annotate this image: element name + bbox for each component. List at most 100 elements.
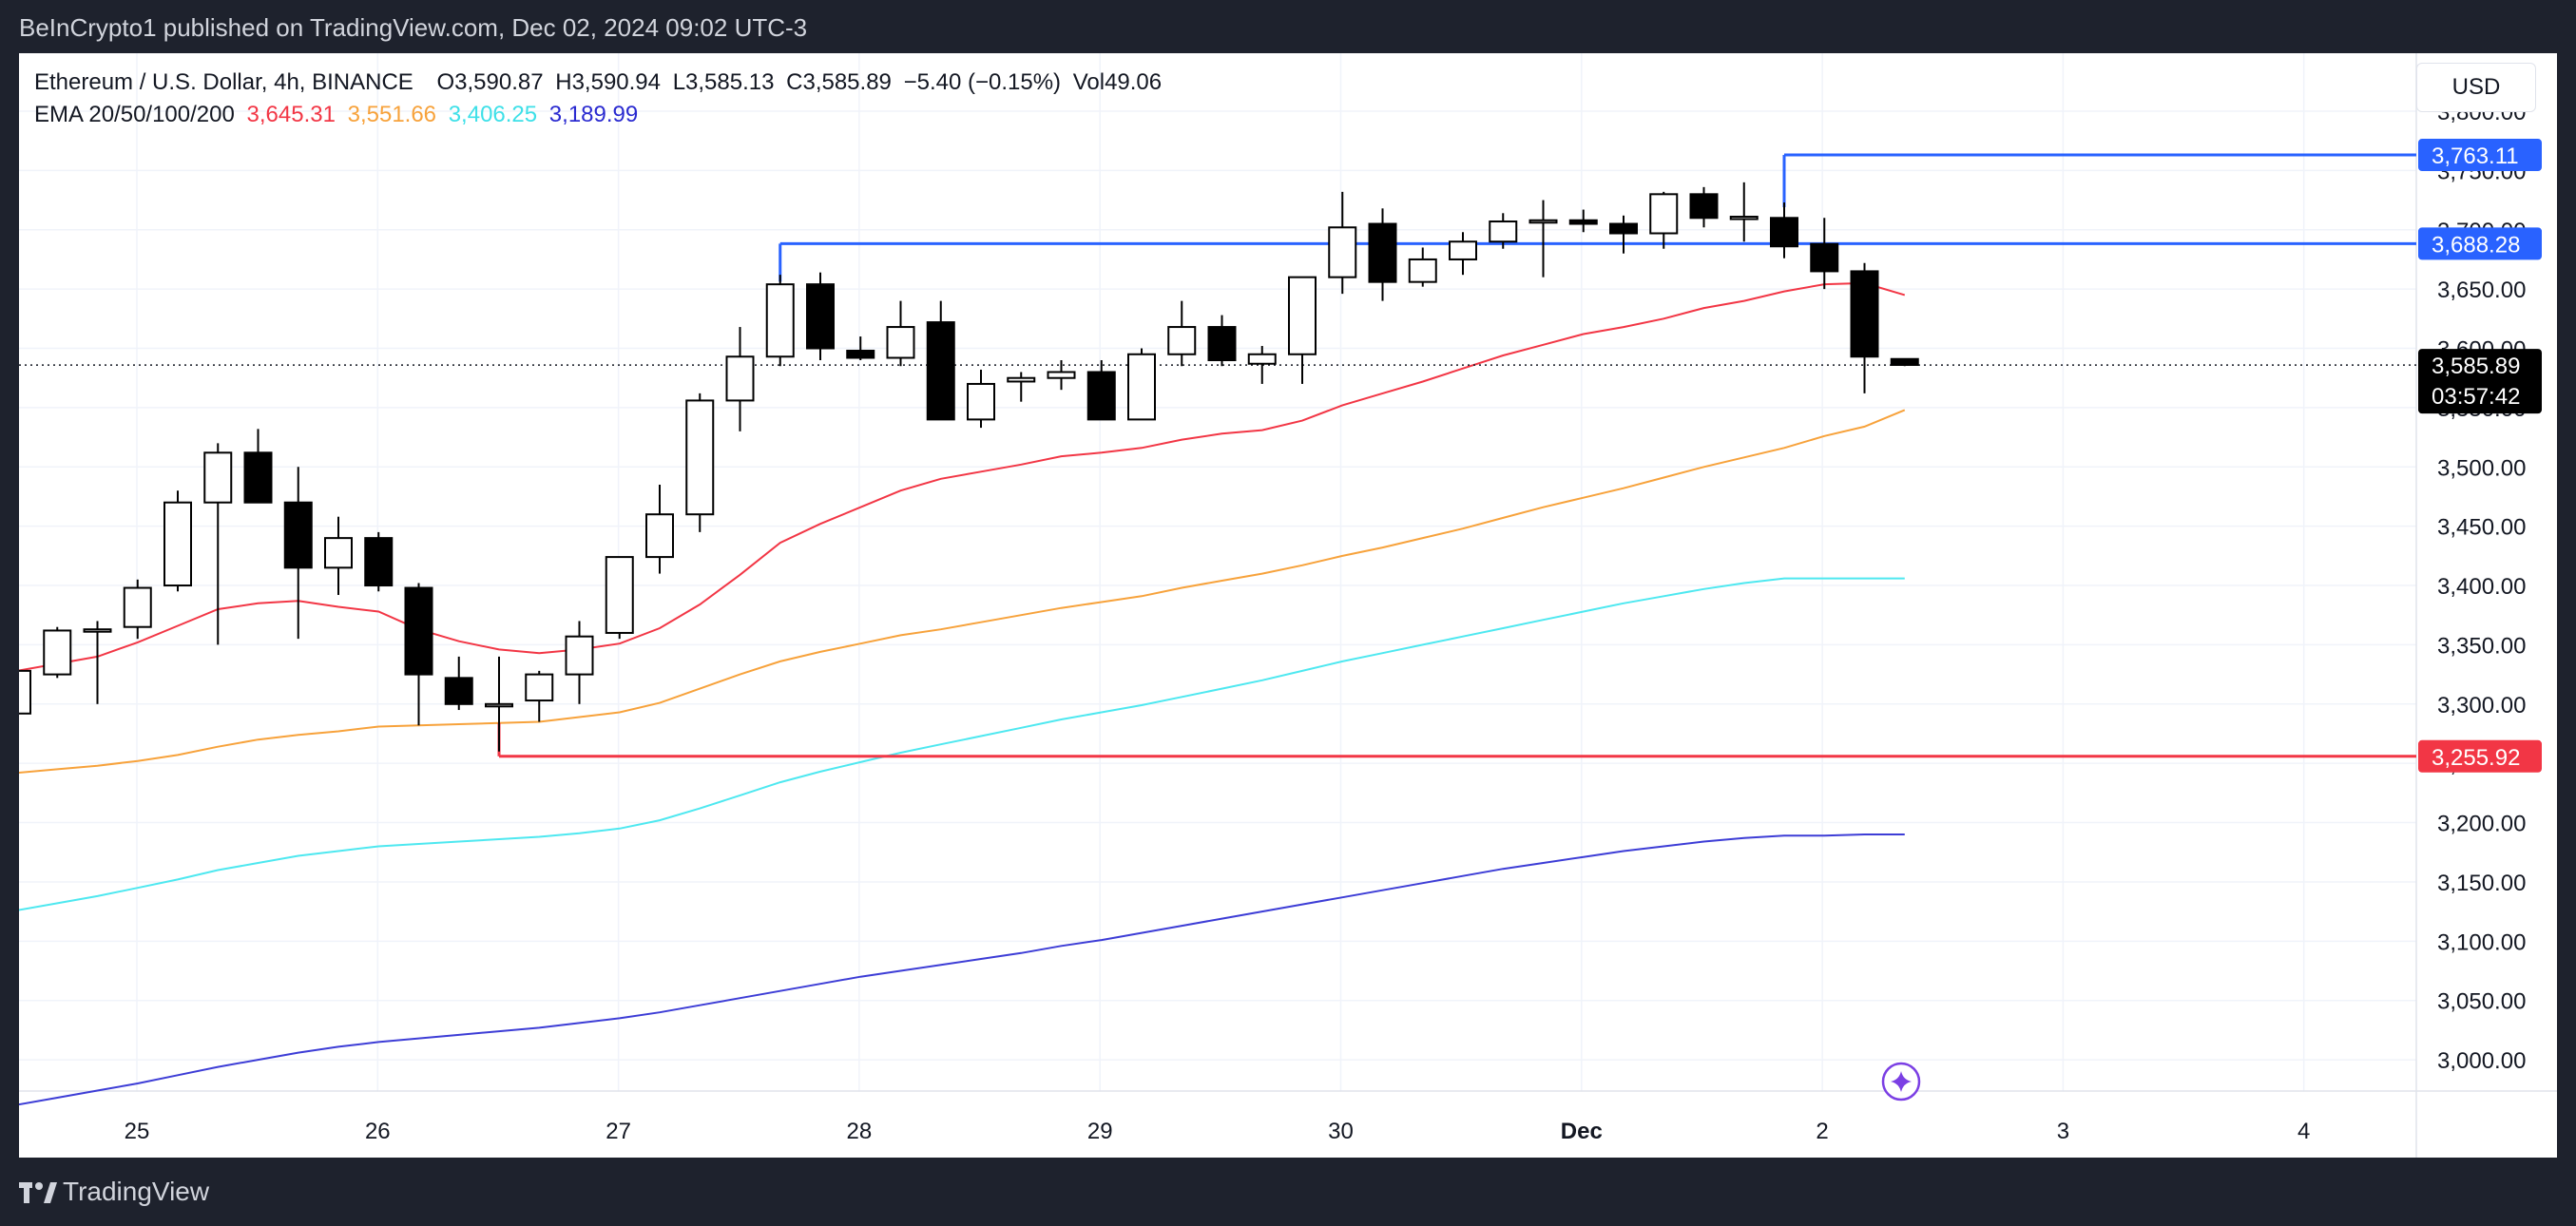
candle-body[interactable] <box>485 702 513 708</box>
time-tick-label: 26 <box>365 1119 391 1144</box>
candle-body[interactable] <box>1449 240 1477 260</box>
price-tick-label: 3,350.00 <box>2437 633 2526 659</box>
level-price-badge <box>2418 227 2542 260</box>
candle-body[interactable] <box>1528 219 1558 224</box>
candle-body[interactable] <box>806 283 835 350</box>
price-tick-label: 3,450.00 <box>2437 515 2526 541</box>
candle-body[interactable] <box>886 326 915 359</box>
candle-body[interactable] <box>926 321 955 421</box>
candle-body[interactable] <box>1609 222 1638 235</box>
candle-body[interactable] <box>243 451 273 504</box>
low-value: L3,585.13 <box>672 69 775 95</box>
candle-body[interactable] <box>1328 226 1357 278</box>
ema50-line <box>19 409 1906 775</box>
ema20-line <box>19 281 1906 672</box>
candle-body[interactable] <box>1810 242 1839 273</box>
candle-body[interactable] <box>846 350 875 359</box>
candle-body[interactable] <box>1368 222 1397 283</box>
candle-body[interactable] <box>1007 376 1036 383</box>
candle-body[interactable] <box>1649 193 1679 235</box>
time-tick-label: 29 <box>1087 1119 1113 1144</box>
candle-body[interactable] <box>1689 193 1719 220</box>
ema-label[interactable]: EMA 20/50/100/200 <box>34 102 235 127</box>
currency-button[interactable]: USD <box>2416 63 2536 112</box>
candle-body[interactable] <box>1489 220 1518 243</box>
candle-body[interactable] <box>525 673 554 702</box>
candle-body[interactable] <box>1770 217 1798 248</box>
candle-body[interactable] <box>83 628 112 633</box>
chart-area[interactable]: 3,000.00 3,050.00 3,100.00 3,150.00 3,200.00… <box>19 53 2557 1158</box>
published-by-text: BeInCrypto1 published on TradingView.com… <box>19 13 808 42</box>
candlestick-chart[interactable]: 3,000.00 3,050.00 3,100.00 3,150.00 3,200.00… <box>19 53 2557 1158</box>
price-tick-label: 3,150.00 <box>2437 871 2526 896</box>
candle-body[interactable] <box>1167 326 1197 355</box>
candle-body[interactable] <box>1247 353 1277 365</box>
ema50-value: 3,551.66 <box>347 102 437 127</box>
footer-bar: TradingView <box>0 1158 2576 1226</box>
legend-row-symbol: Ethereum / U.S. Dollar, 4h, BINANCE O3,5… <box>34 67 1167 99</box>
candle-body[interactable] <box>725 355 755 402</box>
tradingview-logo-icon <box>19 1182 57 1203</box>
candle-body[interactable] <box>364 537 394 587</box>
level-price-label: 3,763.11 <box>2432 144 2519 169</box>
ema200-value: 3,189.99 <box>548 102 639 127</box>
high-value: H3,590.94 <box>555 69 662 95</box>
top-bar: BeInCrypto1 published on TradingView.com… <box>0 0 2576 53</box>
candle-body[interactable] <box>19 669 31 715</box>
candle-body[interactable] <box>1890 357 1919 366</box>
sparkle-star <box>1891 1071 1912 1092</box>
candle-body[interactable] <box>283 501 313 569</box>
time-tick-label: 2 <box>1816 1119 1828 1144</box>
candle-body[interactable] <box>324 537 353 569</box>
last-price-label: 3,585.89 <box>2432 354 2520 379</box>
time-tick-label: 25 <box>125 1119 150 1144</box>
candle-body[interactable] <box>123 586 152 628</box>
candle-body[interactable] <box>765 283 795 358</box>
candle-body[interactable] <box>1127 353 1156 421</box>
time-tick-label: 30 <box>1328 1119 1354 1144</box>
candle-body[interactable] <box>967 382 995 421</box>
candle-body[interactable] <box>565 635 594 676</box>
level-price-badge <box>2418 139 2542 172</box>
bar-countdown-label: 03:57:42 <box>2432 384 2520 410</box>
candle-body[interactable] <box>1288 276 1317 355</box>
ema20-value: 3,645.31 <box>246 102 336 127</box>
ema200-line <box>19 833 1905 1106</box>
level-price-label: 3,255.92 <box>2432 745 2520 771</box>
candle-body[interactable] <box>1408 258 1437 283</box>
open-value: O3,590.87 <box>436 69 544 95</box>
footer-brand: TradingView <box>63 1177 210 1206</box>
candle-body[interactable] <box>645 513 674 559</box>
legend-row-ema: EMA 20/50/100/200 3,645.31 3,551.66 3,40… <box>34 99 1167 131</box>
candle-body[interactable] <box>444 677 473 705</box>
symbol-label[interactable]: Ethereum / U.S. Dollar, 4h, BINANCE <box>34 69 413 95</box>
candle-body[interactable] <box>1850 270 1879 358</box>
time-tick-label: Dec <box>1561 1119 1603 1144</box>
candle-body[interactable] <box>685 399 715 516</box>
time-tick-label: 3 <box>2057 1119 2069 1144</box>
price-tick-label: 3,050.00 <box>2437 989 2526 1015</box>
price-tick-label: 3,000.00 <box>2437 1048 2526 1074</box>
level-price-badge <box>2418 739 2542 773</box>
last-price-badge <box>2418 349 2542 414</box>
ema100-line <box>19 577 1905 911</box>
time-tick-label: 28 <box>847 1119 873 1144</box>
time-tick-label: 4 <box>2297 1119 2310 1144</box>
price-tick-label: 3,400.00 <box>2437 574 2526 600</box>
price-tick-label: 3,500.00 <box>2437 455 2526 481</box>
candle-body[interactable] <box>1729 216 1759 220</box>
price-tick-label: 3,300.00 <box>2437 693 2526 718</box>
candle-body[interactable] <box>203 451 233 504</box>
level-price-label: 3,688.28 <box>2432 232 2520 258</box>
candle-body[interactable] <box>1086 371 1116 421</box>
price-tick-label: 3,650.00 <box>2437 278 2526 303</box>
volume-value: Vol49.06 <box>1072 69 1163 95</box>
candle-body[interactable] <box>1207 326 1237 361</box>
candle-body[interactable] <box>163 501 192 587</box>
candle-body[interactable] <box>605 556 634 634</box>
candle-body[interactable] <box>1568 219 1598 225</box>
candle-body[interactable] <box>404 586 433 676</box>
candle-body[interactable] <box>1047 371 1076 379</box>
time-tick-label: 27 <box>606 1119 631 1144</box>
candle-body[interactable] <box>43 629 72 676</box>
